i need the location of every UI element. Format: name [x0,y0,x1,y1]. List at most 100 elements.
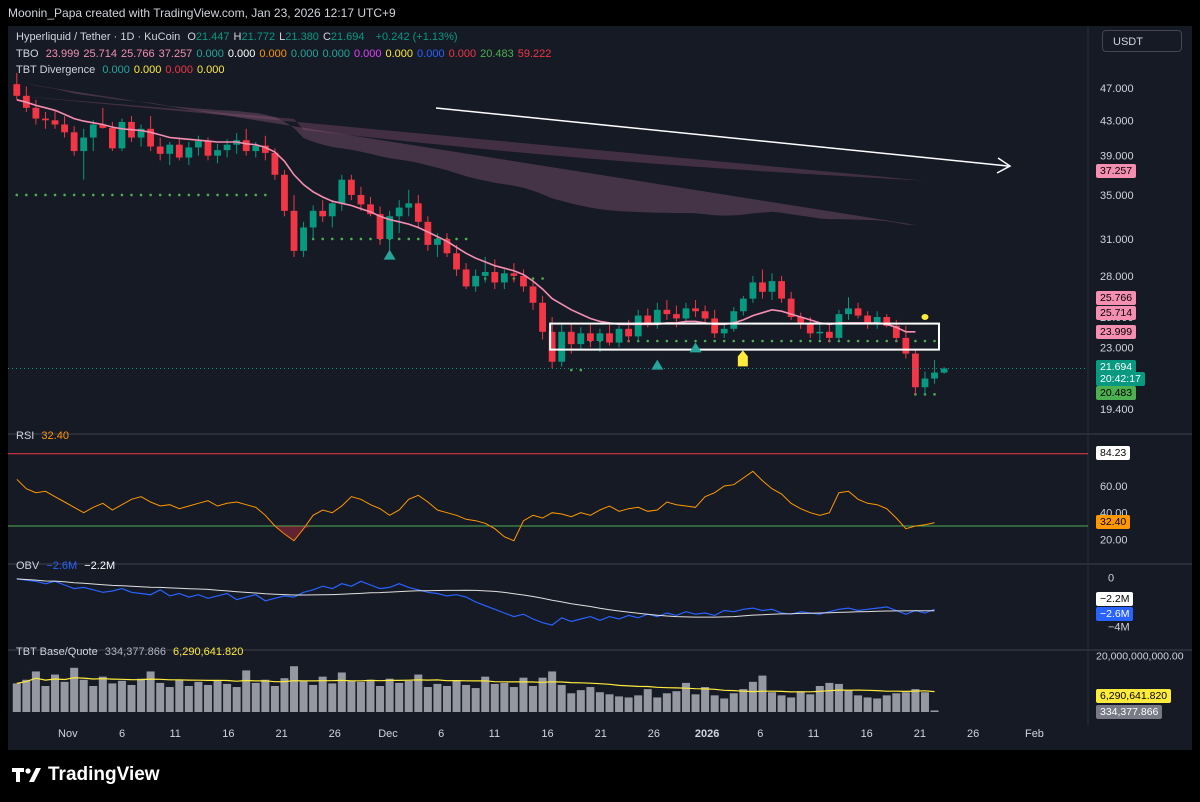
support-dots-3-dot [531,277,535,280]
volume-bar [911,689,920,712]
candle-body [625,328,633,337]
time-axis-label: 26 [967,728,979,740]
obv-line [16,578,935,626]
tbo-label: TBO [16,48,39,60]
volume-bar [873,698,882,712]
candle-body [806,322,814,334]
support-dots-1-dot [63,193,66,197]
price-tag-2: 25.714 [1096,306,1137,321]
volume-bar [691,694,700,712]
volume-bar [844,690,853,712]
divergence-value-0: 0.000 [102,64,130,76]
ohlc-values: O21.447 H21.772 L21.380 C21.694 [187,31,368,43]
support-dots-2-dot [359,237,363,241]
candle-body [759,282,766,292]
volume-bar [223,683,232,712]
volume-bar [529,686,538,712]
volume-ma-line [16,677,935,693]
tbo-legend[interactable]: TBO 23.999 25.714 25.766 37.257 0.000 0.000 0.… [16,48,559,60]
candle-body [845,308,852,315]
candle-body [673,314,680,319]
chart-area[interactable]: 47.00043.00039.00035.00031.00028.00025.0… [8,26,1192,750]
candle-body [61,124,68,133]
volume-value-base: 334,377.866 [104,646,166,658]
candle-body [271,152,279,175]
price-tag-4: 21.694 [1096,360,1137,375]
support-dots-2-dot [330,237,334,241]
volume-bar [901,692,910,712]
yellow-signal-dot [921,314,929,321]
time-axis-label: 2026 [695,728,719,740]
support-dots-1-dot [206,193,210,197]
volume-bar [337,672,346,712]
volume-bar [376,686,385,712]
support-dots-5-dot [675,339,678,343]
candle-body [921,378,929,388]
candle-body [443,238,451,254]
candle-body [338,179,346,204]
volume-bar [662,693,671,712]
volume-bar [490,683,499,712]
currency-selector-button[interactable]: USDT [1102,30,1182,52]
obv-legend[interactable]: OBV −2.6M −2.2M [16,560,119,572]
volume-bar [242,670,251,712]
support-dots-5-dot [751,339,755,343]
candle-body [883,317,891,326]
obv-value-blue: −2.6M [46,560,78,572]
time-axis-label: 16 [222,728,234,740]
volume-bar [442,686,451,712]
volume-tag-1: 334,377.866 [1096,705,1163,719]
volume-bar [815,686,824,712]
volume-legend[interactable]: TBT Base/Quote 334,377.866 6,290,641.820 [16,646,247,658]
rsi-tag-1: 32.40 [1096,514,1131,529]
support-dots-2-dot [350,237,353,241]
support-dots-1-dot [168,193,172,197]
tbo-value-6: 0.000 [259,48,287,60]
candle-body [300,227,307,251]
support-dots-5-dot [885,339,889,343]
volume-bars [12,666,939,712]
tbo-value-1: 25.714 [83,48,117,60]
candle-body [42,118,49,121]
time-axis-label: Dec [378,728,398,740]
obv-tick-label: 0 [1108,573,1114,585]
volume-bar [796,691,805,712]
support-dots-2-dot [407,237,411,241]
volume-bar [748,681,757,712]
support-dots-5 [589,339,936,343]
volume-bar [624,697,633,712]
price-tick-label: 47.000 [1100,83,1134,95]
volume-bar [729,693,738,712]
candle-body [778,281,785,299]
candle-body [367,204,374,215]
candle-body [510,273,518,276]
buy-signal-1 [383,249,396,260]
support-dots-4-dot [569,368,573,372]
volume-bar [117,680,126,712]
rsi-legend[interactable]: RSI 32.40 [16,430,73,442]
volume-bar [299,680,308,712]
time-axis-label: 16 [861,728,873,740]
candle-body [500,273,508,283]
rsi-tick-label: 60.00 [1100,481,1128,493]
rsi-label: RSI [16,430,35,442]
volume-bar [758,675,767,712]
volume-bar [328,683,337,712]
candle-body [902,337,910,354]
candle-body [156,146,164,154]
candle-body [787,298,795,318]
candle-body [13,84,21,96]
tradingview-logo[interactable]: TradingView [12,764,160,786]
divergence-legend[interactable]: TBT Divergence 0.000 0.000 0.000 0.000 [16,64,232,76]
candle-body [137,128,145,138]
candle-body [242,140,250,152]
support-dots-6-dot [933,393,936,396]
candle-body [586,333,594,341]
candle-body [434,238,441,245]
support-dots-1-dot [216,193,219,197]
support-dots-1-dot [101,193,105,197]
tradingview-wordmark: TradingView [48,764,160,785]
candle-body [854,308,862,316]
support-dots-5-dot [914,339,917,343]
